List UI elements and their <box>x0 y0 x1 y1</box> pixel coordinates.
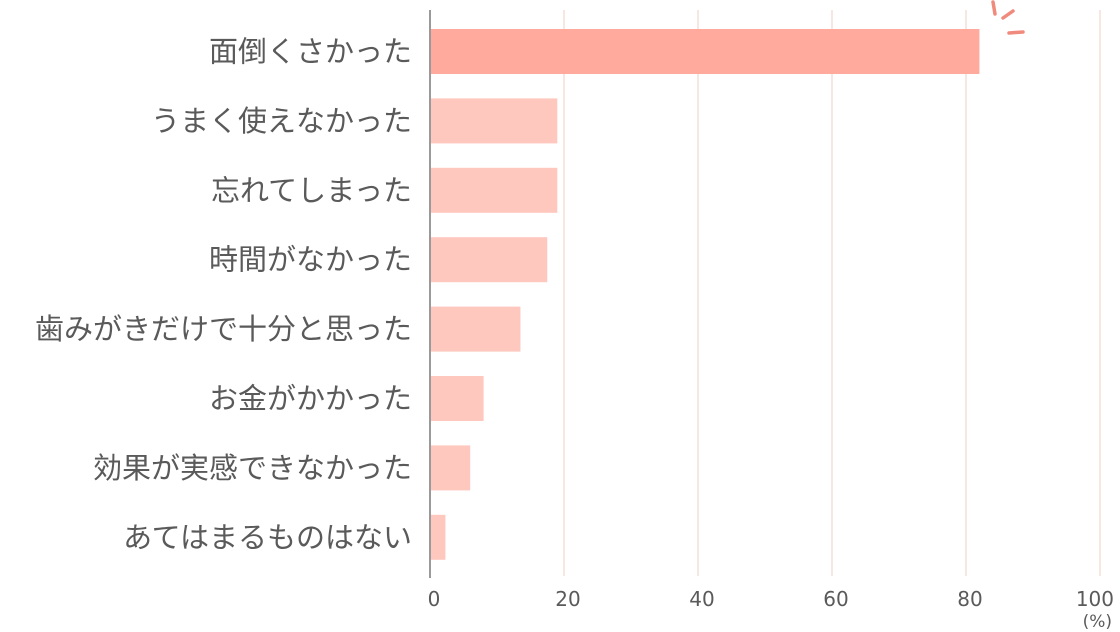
x-tick-label: 100 <box>1076 587 1114 611</box>
x-tick-label: 40 <box>689 587 714 611</box>
category-label: 歯みがきだけで十分と思った <box>35 312 412 346</box>
bars <box>430 29 980 560</box>
bar <box>430 306 521 352</box>
accent-stroke-1 <box>991 0 997 16</box>
category-label: お金がかかった <box>209 382 412 416</box>
bar <box>430 376 484 421</box>
category-label: 時間がなかった <box>209 243 412 277</box>
category-label: 効果が実感できなかった <box>93 451 412 485</box>
accent-stroke-2 <box>1001 9 1015 20</box>
category-label: うまく使えなかった <box>151 104 412 138</box>
accent-stroke-3 <box>1007 30 1025 35</box>
bar <box>430 445 471 491</box>
emphasis-accent-icon <box>991 0 1025 35</box>
category-label: 忘れてしまった <box>211 173 412 207</box>
x-tick-label: 0 <box>428 587 441 611</box>
bar <box>430 29 980 74</box>
x-tick-label: 60 <box>823 587 848 611</box>
category-label: 面倒くさかった <box>209 35 412 69</box>
bar <box>430 514 446 560</box>
bar <box>430 167 558 213</box>
x-tick-labels: 0 20 40 60 80 100 <box>428 587 1114 611</box>
category-label: あてはまるものはない <box>123 520 412 554</box>
category-labels: 面倒くさかったうまく使えなかった忘れてしまった時間がなかった歯みがきだけで十分と… <box>35 35 412 555</box>
x-tick-label: 80 <box>957 587 982 611</box>
x-tick-label: 20 <box>555 587 580 611</box>
gridlines <box>563 10 1101 576</box>
bar <box>430 98 558 144</box>
unit-label: (%) <box>1083 612 1112 632</box>
bar <box>430 237 548 283</box>
